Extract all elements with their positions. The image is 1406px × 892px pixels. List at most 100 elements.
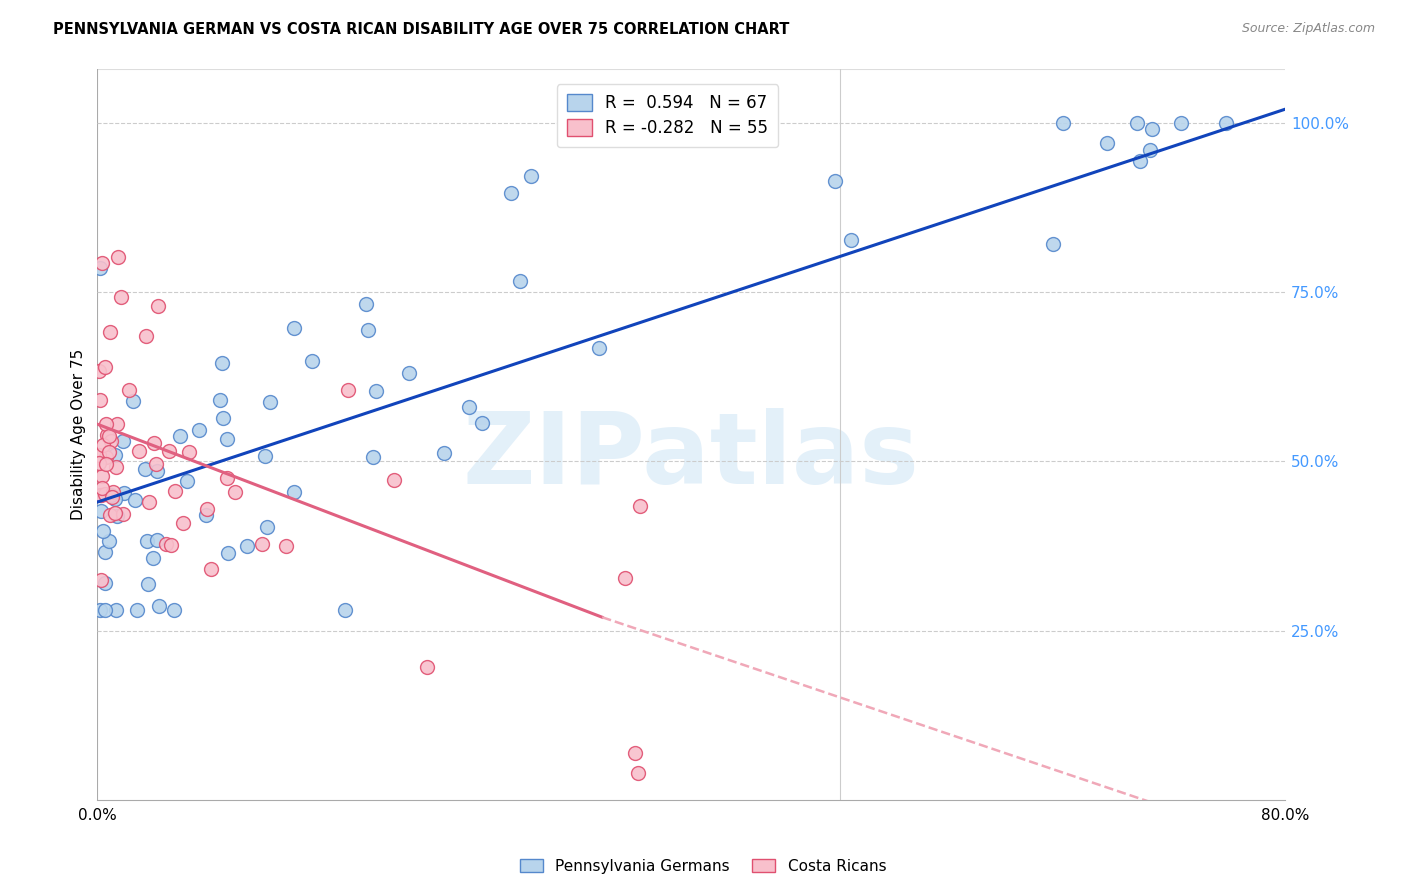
Point <box>97 534 120 549</box>
Point <box>211 355 233 369</box>
Point <box>398 366 420 380</box>
Point <box>104 506 127 520</box>
Point <box>105 509 128 524</box>
Point <box>104 460 127 475</box>
Point <box>146 464 169 478</box>
Point <box>93 438 115 452</box>
Point <box>1139 143 1161 157</box>
Point <box>1052 116 1074 130</box>
Point <box>155 537 177 551</box>
Point <box>146 299 169 313</box>
Point <box>628 499 651 513</box>
Point <box>839 233 862 247</box>
Point <box>177 445 200 459</box>
Point <box>105 417 128 431</box>
Point <box>111 434 134 449</box>
Point <box>89 260 111 275</box>
Point <box>433 446 456 460</box>
Point <box>1095 136 1118 150</box>
Point <box>254 449 277 463</box>
Point <box>215 433 238 447</box>
Point <box>337 384 360 398</box>
Point <box>100 434 122 448</box>
Point <box>157 444 180 458</box>
Point <box>1170 116 1192 130</box>
Point <box>98 325 121 339</box>
Point <box>1140 122 1163 136</box>
Point <box>138 495 160 509</box>
Point <box>415 660 437 674</box>
Point <box>364 384 387 399</box>
Point <box>96 428 118 442</box>
Point <box>104 603 127 617</box>
Point <box>104 492 127 507</box>
Point <box>141 551 163 566</box>
Point <box>520 169 543 184</box>
Point <box>259 394 281 409</box>
Point <box>509 274 531 288</box>
Point <box>93 524 115 539</box>
Point <box>212 410 235 425</box>
Text: Source: ZipAtlas.com: Source: ZipAtlas.com <box>1241 22 1375 36</box>
Text: ZIPatlas: ZIPatlas <box>463 408 920 505</box>
Point <box>91 481 114 495</box>
Point <box>90 574 112 588</box>
Point <box>195 502 218 516</box>
Point <box>91 469 114 483</box>
Point <box>124 492 146 507</box>
Point <box>200 562 222 576</box>
Point <box>169 429 191 443</box>
Point <box>89 603 111 617</box>
Point <box>276 540 298 554</box>
Point <box>163 603 186 617</box>
Legend: R =  0.594   N = 67, R = -0.282   N = 55: R = 0.594 N = 67, R = -0.282 N = 55 <box>557 84 779 147</box>
Point <box>627 766 650 780</box>
Point <box>143 436 166 450</box>
Point <box>217 546 239 560</box>
Point <box>89 488 111 502</box>
Point <box>121 394 143 409</box>
Text: PENNSYLVANIA GERMAN VS COSTA RICAN DISABILITY AGE OVER 75 CORRELATION CHART: PENNSYLVANIA GERMAN VS COSTA RICAN DISAB… <box>53 22 790 37</box>
Point <box>104 449 127 463</box>
Point <box>361 450 384 465</box>
Point <box>94 359 117 374</box>
Point <box>136 577 159 591</box>
Point <box>1215 116 1237 130</box>
Point <box>98 444 121 458</box>
Point <box>107 251 129 265</box>
Point <box>588 341 610 355</box>
Point <box>1126 116 1149 130</box>
Point <box>94 545 117 559</box>
Point <box>136 534 159 549</box>
Point <box>101 490 124 504</box>
Point <box>333 603 356 617</box>
Point <box>112 486 135 500</box>
Point <box>208 393 231 408</box>
Point <box>94 457 117 471</box>
Point <box>470 416 492 430</box>
Point <box>94 487 117 501</box>
Point <box>118 383 141 397</box>
Point <box>91 256 114 270</box>
Point <box>128 443 150 458</box>
Point <box>90 488 112 502</box>
Point <box>1129 154 1152 169</box>
Point <box>134 461 156 475</box>
Point <box>89 392 111 407</box>
Point <box>195 508 218 522</box>
Point <box>110 290 132 304</box>
Point <box>125 603 148 617</box>
Point <box>217 471 239 485</box>
Point <box>236 539 259 553</box>
Point <box>87 456 110 470</box>
Point <box>624 746 647 760</box>
Point <box>1042 237 1064 252</box>
Point <box>614 571 637 585</box>
Point <box>501 186 523 201</box>
Point <box>457 400 479 414</box>
Point <box>94 603 117 617</box>
Point <box>159 538 181 552</box>
Point <box>256 520 278 534</box>
Point <box>148 599 170 614</box>
Point <box>301 353 323 368</box>
